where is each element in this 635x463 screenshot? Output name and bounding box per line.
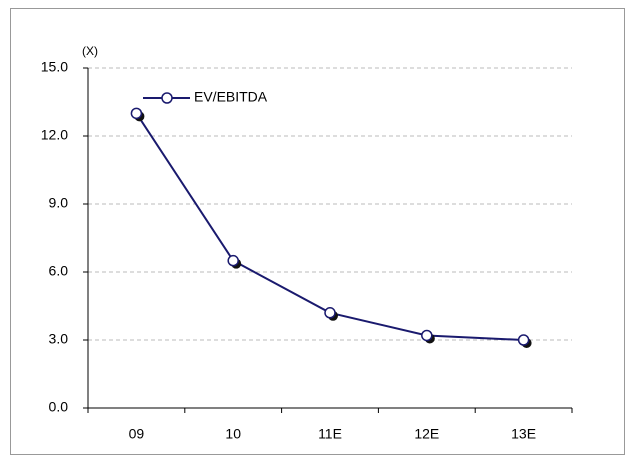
x-tick-label: 12E: [414, 426, 439, 442]
marker: [130, 107, 143, 120]
y-tick-label: 6.0: [49, 263, 69, 279]
y-tick-label: 15.0: [41, 59, 68, 75]
y-tick-label: 12.0: [41, 127, 68, 143]
unit-label: (X): [82, 44, 98, 58]
legend-label: EV/EBITDA: [194, 89, 268, 105]
y-tick-label: 9.0: [49, 195, 69, 211]
chart-frame: [10, 8, 625, 455]
marker: [517, 334, 530, 346]
y-tick-label: 3.0: [49, 331, 69, 347]
x-tick-label: 10: [225, 426, 241, 442]
x-tick-label: 13E: [511, 426, 536, 442]
marker: [227, 254, 239, 267]
y-tick-label: 0.0: [49, 399, 69, 415]
marker: [421, 329, 433, 342]
marker: [324, 307, 336, 319]
x-tick-label: 09: [129, 426, 145, 442]
x-tick-label: 11E: [318, 426, 342, 442]
legend-marker: [161, 92, 173, 104]
